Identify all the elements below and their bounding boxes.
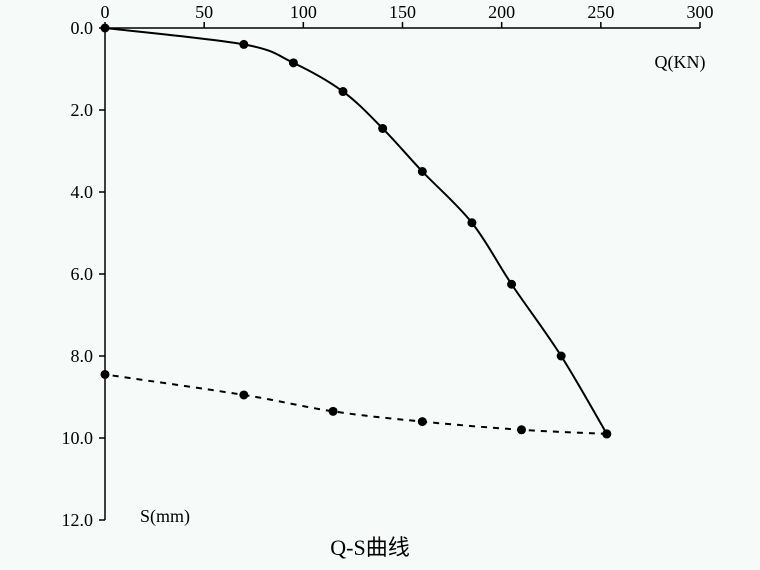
unloading-marker: [101, 370, 110, 379]
x-axis-title: Q(KN): [655, 52, 706, 73]
loading-marker: [557, 352, 566, 361]
x-tick-label: 200: [488, 2, 515, 22]
unloading-marker: [329, 407, 338, 416]
chart-title: Q-S曲线: [330, 535, 409, 560]
x-tick-label: 150: [389, 2, 416, 22]
loading-marker: [101, 24, 110, 33]
y-tick-label: 12.0: [62, 510, 94, 530]
y-tick-label: 2.0: [71, 100, 94, 120]
chart-svg: 0 50 100 150 200 250 300 0.0 2.0 4.0 6.0 8.0 10.0 12.…: [0, 0, 760, 570]
loading-marker: [378, 124, 387, 133]
loading-marker: [239, 40, 248, 49]
unloading-marker: [602, 429, 611, 438]
x-tick-label: 100: [290, 2, 317, 22]
loading-marker: [339, 87, 348, 96]
y-tick-label: 10.0: [62, 428, 94, 448]
y-tick-label: 6.0: [71, 264, 94, 284]
loading-marker: [289, 58, 298, 67]
x-tick-label: 0: [101, 2, 110, 22]
y-axis-title: S(mm): [140, 506, 190, 527]
x-tick-label: 50: [195, 2, 213, 22]
qs-curve-chart: 0 50 100 150 200 250 300 0.0 2.0 4.0 6.0 8.0 10.0 12.…: [0, 0, 760, 570]
unloading-marker: [239, 390, 248, 399]
loading-marker: [507, 280, 516, 289]
x-tick-label: 250: [587, 2, 614, 22]
x-tick-label: 300: [687, 2, 714, 22]
loading-marker: [467, 218, 476, 227]
loading-marker: [418, 167, 427, 176]
unloading-marker: [517, 425, 526, 434]
y-tick-label: 8.0: [71, 346, 94, 366]
unloading-marker: [418, 417, 427, 426]
y-tick-label: 0.0: [71, 18, 94, 38]
chart-bg: [0, 0, 760, 570]
y-tick-label: 4.0: [71, 182, 94, 202]
